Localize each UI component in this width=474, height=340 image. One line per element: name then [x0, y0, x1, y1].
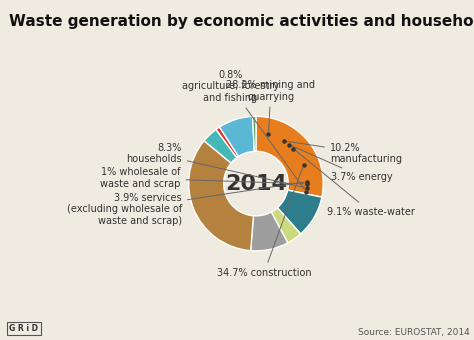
Wedge shape — [216, 127, 238, 158]
Wedge shape — [251, 212, 288, 251]
Wedge shape — [204, 130, 237, 163]
Wedge shape — [219, 116, 255, 156]
Text: 0.8%
agriculture, forestry
and fishing: 0.8% agriculture, forestry and fishing — [182, 70, 305, 190]
Wedge shape — [277, 190, 322, 234]
Wedge shape — [256, 116, 323, 197]
Text: 2014: 2014 — [225, 174, 287, 193]
Text: 1% wholesale of
waste and scrap: 1% wholesale of waste and scrap — [100, 167, 304, 189]
Wedge shape — [271, 208, 301, 243]
Text: 8.3%
households: 8.3% households — [127, 142, 304, 187]
Wedge shape — [189, 141, 254, 251]
Text: 10.2%
manufacturing: 10.2% manufacturing — [287, 141, 402, 164]
Text: 9.1% waste-water: 9.1% waste-water — [295, 150, 414, 217]
Text: Waste generation by economic activities and households: Waste generation by economic activities … — [9, 14, 474, 29]
Wedge shape — [253, 116, 256, 151]
Text: 3.9% services
(excluding wholesale of
waste and scrap): 3.9% services (excluding wholesale of wa… — [67, 182, 304, 226]
Text: G R i D: G R i D — [9, 324, 38, 333]
Text: Source: EUROSTAT, 2014: Source: EUROSTAT, 2014 — [357, 328, 469, 337]
Text: 28.2% mining and
quarrying: 28.2% mining and quarrying — [226, 80, 315, 131]
Text: 3.7% energy: 3.7% energy — [292, 146, 393, 182]
Text: 34.7% construction: 34.7% construction — [217, 168, 311, 278]
